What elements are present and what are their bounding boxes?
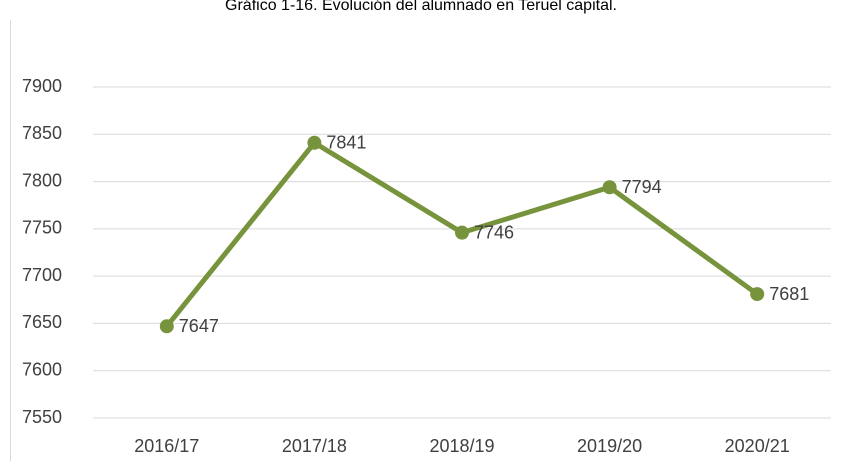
y-tick-label: 7700: [22, 265, 62, 285]
y-tick-label: 7900: [22, 76, 62, 96]
x-tick-label: 2018/19: [429, 436, 494, 456]
point: [455, 225, 469, 240]
chart-title: Gráfico 1-16. Evolución del alumnado en …: [225, 0, 617, 14]
y-tick-label: 7750: [22, 218, 62, 238]
y-tick-label: 7550: [22, 407, 62, 427]
point: [307, 135, 322, 150]
point: [159, 319, 174, 334]
data-label: 7647: [179, 316, 219, 336]
x-tick-label: 2020/21: [725, 436, 790, 456]
data-label: 7841: [326, 133, 366, 153]
x-tick-label: 2016/17: [134, 436, 199, 456]
point: [750, 287, 765, 302]
y-tick-label: 7600: [22, 359, 62, 379]
y-tick-label: 7800: [22, 170, 62, 190]
x-tick-label: 2019/20: [577, 436, 642, 456]
y-tick-label: 7850: [22, 123, 62, 143]
point: [602, 180, 617, 195]
y-tick-label: 7650: [22, 312, 62, 332]
x-tick-label: 2017/18: [282, 436, 347, 456]
data-label: 7681: [769, 284, 809, 304]
data-label: 7746: [474, 222, 514, 242]
data-label: 7794: [622, 177, 662, 197]
